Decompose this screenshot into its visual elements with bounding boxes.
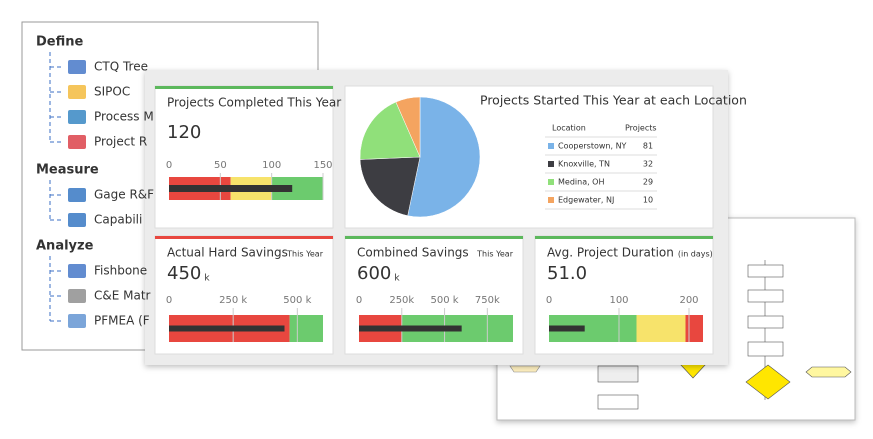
table-value: 10	[643, 196, 653, 205]
tick-label: 150	[313, 160, 332, 171]
tree-item: SIPOC	[94, 85, 130, 99]
tick-label: 500 k	[283, 295, 311, 306]
tick-label: 100	[609, 295, 628, 306]
legend-swatch	[548, 179, 554, 185]
kpi-unit: k	[204, 274, 210, 284]
tree-icon	[68, 85, 86, 99]
table-value: 29	[643, 178, 653, 187]
tree-item: CTQ Tree	[94, 60, 148, 74]
tree-icon	[68, 60, 86, 74]
kpi-value: 600	[357, 263, 391, 284]
pie-slice	[407, 96, 481, 218]
legend-swatch	[548, 197, 554, 203]
tree-item: Fishbone	[94, 264, 147, 278]
legend-swatch	[548, 143, 554, 149]
legend-swatch	[548, 161, 554, 167]
tree-icon	[68, 110, 86, 124]
value-bar	[169, 185, 293, 192]
tick-label: 250 k	[219, 295, 247, 306]
tree-icon	[68, 188, 86, 202]
tick-label: 100	[262, 160, 281, 171]
tick-label: 0	[356, 295, 362, 306]
kpi-value: 450	[167, 263, 201, 284]
legend-label: Medina, OH	[558, 178, 605, 187]
kpi-value: 51.0	[547, 263, 587, 284]
card	[154, 85, 334, 229]
tick-label: 0	[166, 295, 172, 306]
tree-icon	[68, 289, 86, 303]
card-accent	[535, 236, 713, 239]
range	[685, 315, 703, 342]
table-value: 32	[643, 160, 653, 169]
card-accent	[345, 236, 523, 239]
table-header: Location	[552, 124, 586, 133]
table-header: Projects	[625, 124, 657, 133]
legend-label: Cooperstown, NY	[558, 142, 627, 151]
legend-label: Knoxville, TN	[558, 160, 610, 169]
card-title: Projects Completed This Year	[167, 96, 341, 110]
title-note: (in days)	[678, 250, 713, 259]
legend-label: Edgewater, NJ	[558, 196, 614, 205]
value-bar	[549, 325, 585, 332]
pie-slice	[359, 156, 421, 217]
card-title: Avg. Project Duration	[547, 246, 674, 260]
card-accent	[155, 86, 333, 89]
range	[636, 315, 686, 342]
table-value: 81	[643, 142, 653, 151]
tree-icon	[68, 213, 86, 227]
tree-icon	[68, 264, 86, 278]
tree-item: Capabili	[94, 213, 142, 227]
section-title: Measure	[36, 163, 99, 178]
section-title: Analyze	[36, 239, 94, 254]
card-title: Combined Savings	[357, 246, 469, 260]
kpi-value: 120	[167, 122, 201, 143]
pie-title: Projects Started This Year at each Locat…	[480, 93, 747, 108]
card-title: Actual Hard Savings	[167, 246, 288, 260]
tick-label: 200	[679, 295, 698, 306]
value-bar	[169, 325, 285, 332]
tree-item: Gage R&F	[94, 188, 154, 202]
card-accent	[155, 236, 333, 239]
range	[289, 315, 323, 342]
tick-label: 0	[546, 295, 552, 306]
pie-slice	[395, 96, 421, 158]
section-title: Define	[36, 35, 83, 50]
tick-label: 500 k	[431, 295, 459, 306]
tick-label: 250k	[389, 295, 414, 306]
tick-label: 750k	[475, 295, 500, 306]
tree-icon	[68, 135, 86, 149]
period: This Year	[286, 250, 324, 259]
tick-label: 50	[214, 160, 227, 171]
tick-label: 0	[166, 160, 172, 171]
tree-item: Project R	[94, 135, 147, 149]
period: This Year	[476, 250, 514, 259]
tree-icon	[68, 314, 86, 328]
pie-slice	[359, 101, 421, 160]
range	[271, 177, 323, 200]
value-bar	[359, 325, 462, 332]
tree-item: PFMEA (F	[94, 314, 150, 328]
kpi-unit: k	[394, 274, 400, 284]
tree-item: Process M	[94, 110, 154, 124]
tree-item: C&E Matr	[94, 289, 151, 303]
